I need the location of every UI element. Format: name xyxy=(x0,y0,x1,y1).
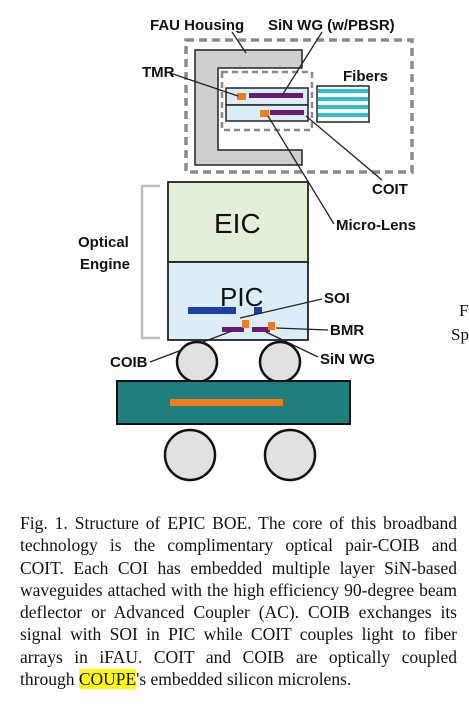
side-text-line2: Sp xyxy=(451,325,469,344)
leader-micro-lens xyxy=(267,115,335,225)
leader-sin-wg-pbsr xyxy=(282,31,323,95)
caption-highlight: COUPE xyxy=(78,669,137,690)
label-bmr: BMR xyxy=(330,322,364,339)
epic-boe-structure-diagram: FAU Housing SiN WG (w/PBSR) TMR Fibers C… xyxy=(78,17,469,482)
label-optical: Optical xyxy=(78,234,129,251)
solder-ball-lower-left xyxy=(163,428,217,482)
soi-bar-small xyxy=(254,307,262,314)
substrate-trace xyxy=(170,399,283,406)
label-fau-housing: FAU Housing xyxy=(150,17,244,34)
leader-coit xyxy=(305,115,383,181)
label-tmr: TMR xyxy=(142,64,175,81)
fiber-1 xyxy=(318,89,368,93)
coit-dashed-outline xyxy=(220,70,314,132)
label-fibers: Fibers xyxy=(343,68,388,85)
leader-soi xyxy=(239,298,323,319)
leader-tmr xyxy=(169,72,239,97)
coit-waveguide-lower xyxy=(270,110,304,115)
tmr-mirror-lower xyxy=(260,110,269,117)
label-eic: EIC xyxy=(214,208,261,239)
label-coib: COIB xyxy=(110,354,148,371)
leader-bmr xyxy=(275,327,329,331)
label-sin-wg: SiN WG xyxy=(320,351,375,368)
coib-waveguide-right xyxy=(252,327,270,332)
fiber-2 xyxy=(318,97,368,101)
bmr-mirror-right xyxy=(268,322,275,330)
side-text-line1: F xyxy=(459,301,468,320)
optical-engine-bracket xyxy=(140,184,160,340)
figure-caption: Fig. 1. Structure of EPIC BOE. The core … xyxy=(20,512,457,690)
label-micro-lens: Micro-Lens xyxy=(336,217,416,234)
fiber-4 xyxy=(318,113,368,117)
label-coit: COIT xyxy=(372,181,408,198)
solder-ball-upper-left xyxy=(175,340,219,384)
label-sin-wg-pbsr: SiN WG (w/PBSR) xyxy=(268,17,395,34)
solder-ball-upper-right xyxy=(258,340,302,384)
caption-text-end: 's embedded silicon microlens. xyxy=(136,669,352,690)
fiber-3 xyxy=(318,105,368,109)
tmr-mirror-upper xyxy=(237,93,246,100)
coib-waveguide-left xyxy=(222,327,244,332)
bmr-mirror-left xyxy=(242,320,249,328)
coit-waveguide-upper xyxy=(249,93,303,98)
label-engine: Engine xyxy=(80,256,130,273)
fau-dashed-outline xyxy=(184,38,414,174)
caption-text: Fig. 1. Structure of EPIC BOE. The core … xyxy=(20,513,457,690)
soi-bar xyxy=(188,307,236,314)
label-soi: SOI xyxy=(324,290,350,307)
leader-fau-housing xyxy=(231,31,247,54)
solder-ball-lower-right xyxy=(263,428,317,482)
